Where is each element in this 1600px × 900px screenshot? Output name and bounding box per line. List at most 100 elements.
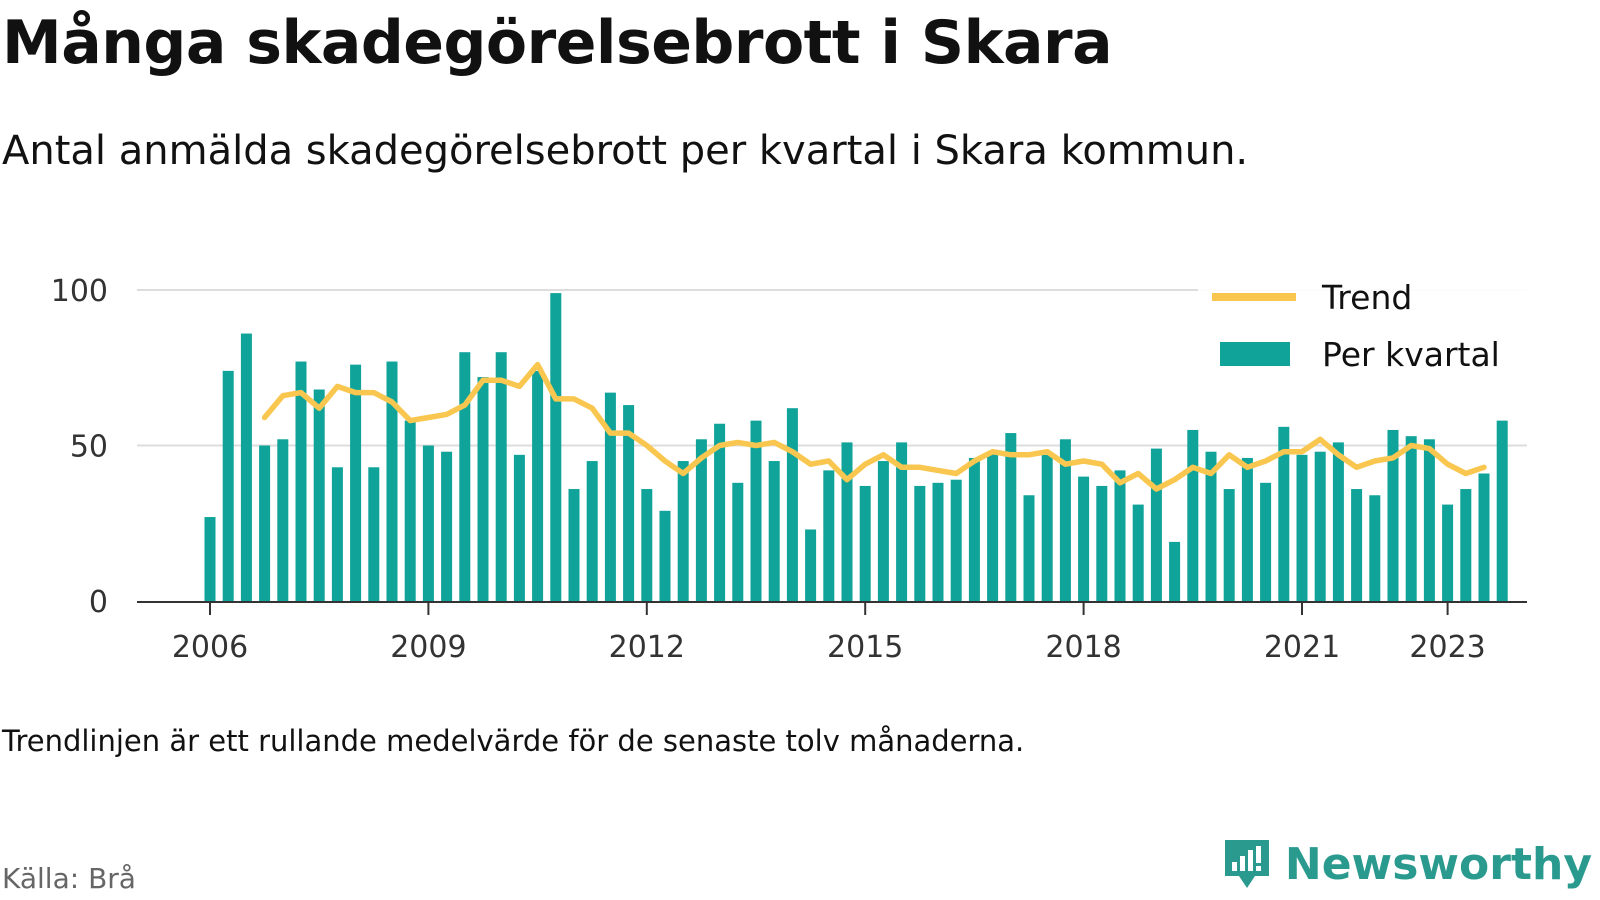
bar — [368, 467, 380, 601]
bar — [295, 361, 307, 601]
bar — [1460, 489, 1472, 601]
bar — [1169, 541, 1181, 601]
x-tick-label: 2012 — [609, 630, 685, 665]
bar — [1351, 489, 1363, 601]
bar — [1314, 451, 1326, 601]
bar — [550, 293, 562, 601]
bar — [1478, 473, 1490, 601]
x-tick-label: 2023 — [1409, 630, 1485, 665]
bar — [240, 333, 252, 601]
bar — [1078, 476, 1090, 601]
bar-series-per-kvartal — [204, 293, 1508, 601]
bar — [732, 482, 744, 601]
bar — [1387, 429, 1399, 601]
footnote: Trendlinjen är ett rullande medelvärde f… — [2, 724, 1025, 758]
bar — [1150, 448, 1162, 601]
bar — [1187, 429, 1199, 601]
legend-trend-label: Trend — [1321, 278, 1412, 317]
source-label: Källa: Brå — [2, 862, 136, 895]
legend-bar-label: Per kvartal — [1322, 335, 1500, 374]
bar — [441, 451, 453, 601]
bar — [1332, 442, 1344, 601]
bar — [1496, 420, 1508, 601]
chart-subtitle: Antal anmälda skadegörelsebrott per kvar… — [2, 128, 1249, 174]
bar — [1114, 470, 1126, 601]
bar — [386, 361, 398, 601]
bar — [1296, 454, 1308, 601]
bar — [404, 420, 416, 601]
bar — [1405, 436, 1417, 601]
x-tick-label: 2009 — [390, 630, 466, 665]
bar — [1278, 426, 1290, 601]
bar — [659, 510, 671, 601]
bar — [1423, 439, 1435, 601]
x-tick-label: 2006 — [172, 630, 248, 665]
brand-name: Newsworthy — [1284, 838, 1592, 890]
bar — [1132, 504, 1144, 601]
bar — [1223, 489, 1235, 601]
bar — [331, 467, 343, 601]
bar — [714, 423, 726, 601]
newsworthy-icon — [1224, 840, 1269, 888]
bar — [422, 445, 434, 601]
bar — [1059, 439, 1071, 601]
bar — [768, 461, 780, 601]
y-tick-label: 50 — [70, 430, 108, 465]
bar — [750, 420, 762, 601]
chart-title: Många skadegörelsebrott i Skara — [2, 8, 1113, 78]
chart-canvas: 0 50 100 2006 2009 2012 2015 2018 2021 2023 Tren… — [50, 274, 1538, 665]
trend-line — [261, 361, 1487, 492]
bar — [786, 408, 798, 601]
bar — [1369, 495, 1381, 601]
x-axis: 2006 2009 2012 2015 2018 2021 2023 — [137, 601, 1527, 665]
x-tick-label: 2021 — [1264, 630, 1340, 665]
bar — [1023, 495, 1035, 601]
bar — [313, 389, 325, 601]
bar — [532, 370, 544, 601]
bar — [1096, 485, 1108, 601]
bar — [914, 485, 926, 601]
bar — [1005, 433, 1017, 601]
bar — [259, 445, 271, 601]
bar — [586, 461, 598, 601]
legend-bar-swatch — [1220, 342, 1290, 366]
x-tick-label: 2018 — [1045, 630, 1121, 665]
bar — [623, 405, 635, 601]
bar — [1260, 482, 1272, 601]
bar — [568, 489, 580, 601]
bar — [823, 470, 835, 601]
bar — [1205, 451, 1217, 601]
bar — [841, 442, 853, 601]
bar — [204, 517, 216, 601]
bar — [677, 461, 689, 601]
bar — [1041, 454, 1053, 601]
bar — [495, 352, 507, 601]
bar — [1442, 504, 1454, 601]
bar — [695, 439, 707, 601]
y-tick-label: 0 — [89, 585, 108, 620]
bar — [222, 370, 234, 601]
y-tick-label: 100 — [51, 274, 108, 309]
bar — [896, 442, 908, 601]
bar — [987, 451, 999, 601]
legend: Trend Per kvartal — [1198, 278, 1538, 386]
bar — [932, 482, 944, 601]
bar — [350, 364, 362, 601]
brand-logo: Newsworthy — [1221, 836, 1592, 892]
bar — [1241, 457, 1253, 601]
bar — [513, 454, 525, 601]
legend-background — [1198, 286, 1538, 386]
bar — [459, 352, 471, 601]
y-axis-ticks: 0 50 100 — [51, 274, 108, 620]
bar — [277, 439, 289, 601]
bar — [641, 489, 653, 601]
bar — [968, 457, 980, 601]
line-series-trend — [261, 361, 1487, 492]
x-tick-label: 2015 — [827, 630, 903, 665]
bar — [950, 479, 962, 601]
bar — [859, 485, 871, 601]
bar — [805, 529, 817, 601]
bar — [604, 392, 616, 601]
bar — [477, 377, 489, 601]
bar — [877, 461, 889, 601]
